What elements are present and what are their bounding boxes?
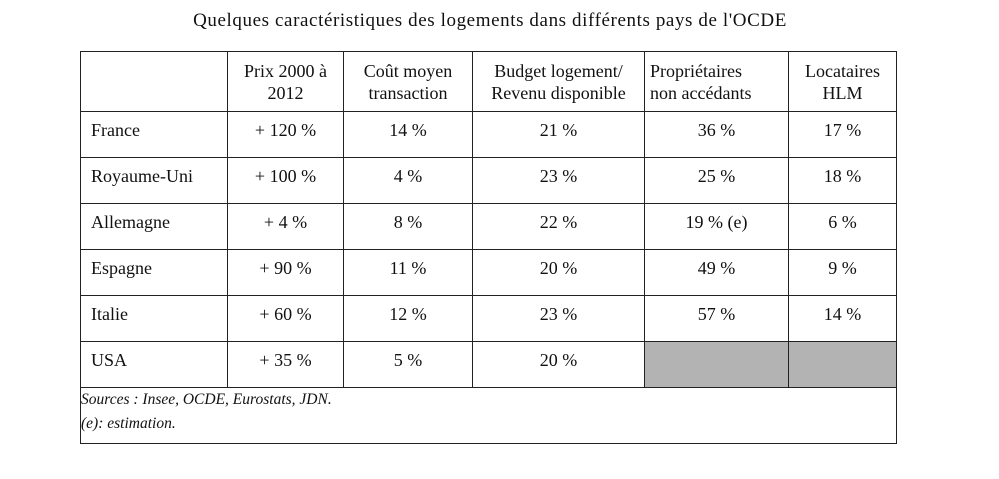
table-row: Italie + 60 % 12 % 23 % 57 % 14 %: [80, 295, 897, 342]
locataires-cell: 14 %: [788, 295, 897, 342]
proprietaires-cell: 25 %: [644, 157, 789, 204]
estimation-note: (e): estimation.: [81, 415, 176, 432]
cout-cell: 11 %: [343, 249, 473, 296]
table-title: Quelques caractéristiques des logements …: [193, 10, 787, 31]
table-row: France + 120 % 14 % 21 % 36 % 17 %: [80, 111, 897, 158]
header-cell-locataires: Locataires HLM: [788, 51, 897, 112]
budget-cell: 20 %: [472, 341, 645, 388]
country-cell: Allemagne: [80, 203, 228, 250]
header-cell-cout: Coût moyen transaction: [343, 51, 473, 112]
country-cell: Italie: [80, 295, 228, 342]
header-cell-proprietaires: Propriétaires non accédants: [644, 51, 789, 112]
cout-cell: 12 %: [343, 295, 473, 342]
country-cell: France: [80, 111, 228, 158]
budget-cell: 23 %: [472, 157, 645, 204]
cout-cell: 5 %: [343, 341, 473, 388]
table-row: Espagne + 90 % 11 % 20 % 49 % 9 %: [80, 249, 897, 296]
sources-note: Sources : Insee, OCDE, Eurostats, JDN.: [81, 391, 332, 408]
prix-cell: + 35 %: [227, 341, 344, 388]
proprietaires-cell: 57 %: [644, 295, 789, 342]
country-cell: USA: [80, 341, 228, 388]
housing-table: Prix 2000 à 2012 Coût moyen transaction …: [80, 51, 897, 444]
locataires-cell-shaded: [788, 341, 897, 388]
cout-cell: 14 %: [343, 111, 473, 158]
budget-cell: 22 %: [472, 203, 645, 250]
prix-cell: + 4 %: [227, 203, 344, 250]
table-row: Allemagne + 4 % 8 % 22 % 19 % (e) 6 %: [80, 203, 897, 250]
table-row: USA + 35 % 5 % 20 %: [80, 341, 897, 388]
locataires-cell: 9 %: [788, 249, 897, 296]
locataires-cell: 6 %: [788, 203, 897, 250]
prix-cell: + 90 %: [227, 249, 344, 296]
prix-cell: + 60 %: [227, 295, 344, 342]
footnote-cell: Sources : Insee, OCDE, Eurostats, JDN. (…: [80, 387, 897, 444]
header-cell-country: [80, 51, 228, 112]
budget-cell: 23 %: [472, 295, 645, 342]
footnote-row: Sources : Insee, OCDE, Eurostats, JDN. (…: [80, 387, 897, 444]
table-row: Royaume-Uni + 100 % 4 % 23 % 25 % 18 %: [80, 157, 897, 204]
prix-cell: + 100 %: [227, 157, 344, 204]
budget-cell: 21 %: [472, 111, 645, 158]
proprietaires-cell-shaded: [644, 341, 789, 388]
country-cell: Espagne: [80, 249, 228, 296]
cout-cell: 4 %: [343, 157, 473, 204]
proprietaires-cell: 36 %: [644, 111, 789, 158]
budget-cell: 20 %: [472, 249, 645, 296]
proprietaires-cell: 19 % (e): [644, 203, 789, 250]
header-row: Prix 2000 à 2012 Coût moyen transaction …: [80, 51, 897, 112]
locataires-cell: 17 %: [788, 111, 897, 158]
header-cell-budget: Budget logement/ Revenu disponible: [472, 51, 645, 112]
prix-cell: + 120 %: [227, 111, 344, 158]
proprietaires-cell: 49 %: [644, 249, 789, 296]
header-cell-prix: Prix 2000 à 2012: [227, 51, 344, 112]
cout-cell: 8 %: [343, 203, 473, 250]
country-cell: Royaume-Uni: [80, 157, 228, 204]
locataires-cell: 18 %: [788, 157, 897, 204]
